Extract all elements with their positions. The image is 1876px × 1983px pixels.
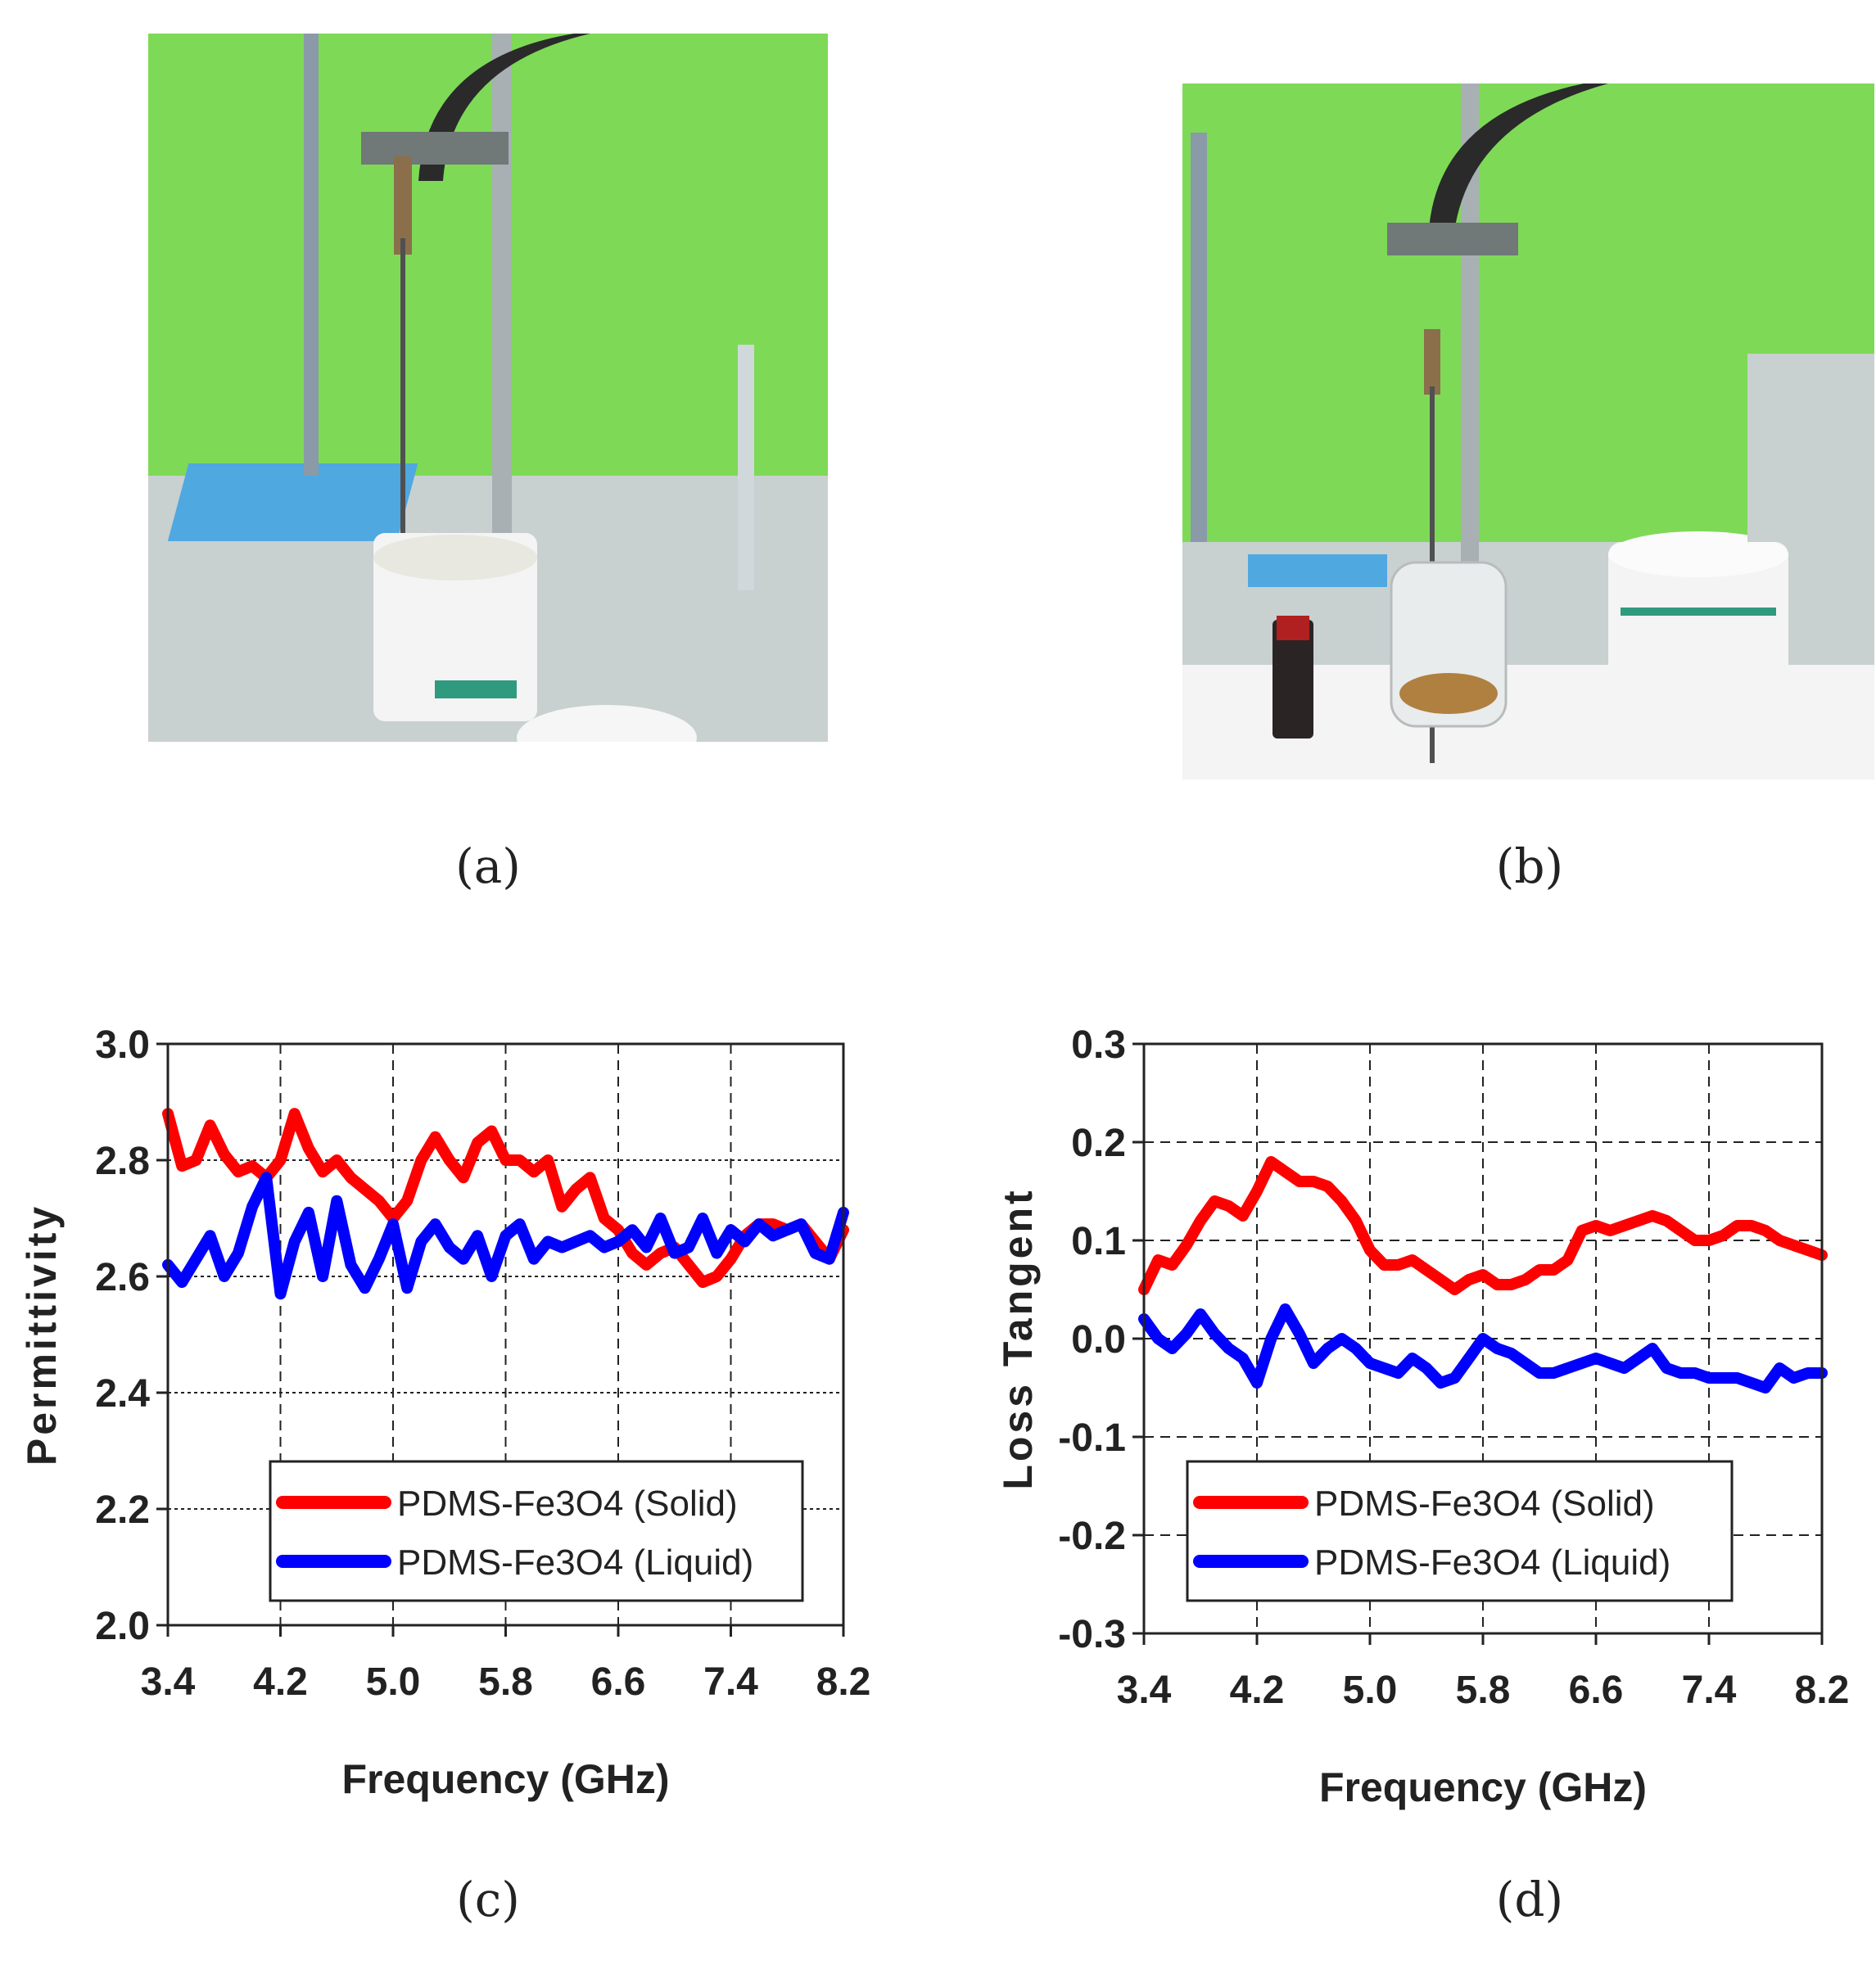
series-line-solid [1138, 1156, 1828, 1295]
x-tick-label: 8.2 [1795, 1669, 1850, 1712]
y-tick-label: 2.0 [95, 1605, 150, 1648]
y-tick-label: 3.0 [95, 1023, 150, 1067]
y-tick-label: -0.1 [1058, 1416, 1126, 1460]
x-tick-label: 5.0 [1343, 1669, 1398, 1712]
x-tick-label: 6.6 [591, 1660, 646, 1704]
caption-panel-d: (d) [1495, 1872, 1564, 1927]
y-axis-title: Permittivity [19, 1204, 65, 1466]
y-tick-label: -0.2 [1058, 1515, 1126, 1558]
loss-tangent-chart: 3.4 4.2 5.0 5.8 6.6 7.4 8.2 0.3 0.2 0.1 0.0 -0.1 -0.… [995, 1023, 1850, 1810]
series-line-liquid [162, 1172, 849, 1300]
series-line-solid [162, 1108, 849, 1289]
x-tick-label: 3.4 [141, 1660, 196, 1704]
y-tick-label: 2.2 [95, 1488, 150, 1532]
y-tick-label: -0.3 [1058, 1613, 1126, 1656]
legend-label: PDMS-Fe3O4 (Liquid) [1314, 1543, 1670, 1583]
y-tick-label: 2.8 [95, 1140, 150, 1183]
x-axis-title: Frequency (GHz) [341, 1756, 669, 1802]
x-tick-label: 5.8 [1456, 1669, 1511, 1712]
legend-label: PDMS-Fe3O4 (Solid) [397, 1484, 738, 1524]
y-tick-label: 2.4 [95, 1372, 150, 1416]
photo-panel-b [1182, 84, 1874, 779]
x-axis-title: Frequency (GHz) [1319, 1764, 1647, 1810]
y-tick-label: 0.2 [1071, 1122, 1126, 1165]
x-tick-label: 4.2 [1230, 1669, 1285, 1712]
caption-panel-c: (c) [456, 1872, 520, 1927]
x-tick-label: 8.2 [816, 1660, 871, 1704]
y-tick-label: 0.0 [1071, 1318, 1126, 1362]
legend-label: PDMS-Fe3O4 (Liquid) [397, 1543, 753, 1583]
y-tick-label: 2.6 [95, 1256, 150, 1299]
y-axis-title: Loss Tangent [995, 1187, 1041, 1489]
caption-panel-b: (b) [1495, 838, 1564, 894]
x-tick-label: 4.2 [253, 1660, 308, 1704]
x-tick-label: 3.4 [1117, 1669, 1172, 1712]
x-tick-label: 7.4 [1682, 1669, 1737, 1712]
x-tick-label: 5.8 [478, 1660, 533, 1704]
plot-frame [166, 1042, 845, 1627]
legend-box [1186, 1460, 1734, 1602]
legend-label: PDMS-Fe3O4 (Solid) [1314, 1484, 1655, 1524]
x-tick-label: 7.4 [703, 1660, 758, 1704]
permittivity-chart: 3.4 4.2 5.0 5.8 6.6 7.4 8.2 3.0 2.8 2.6 2.4 2.2 2.0 P… [19, 1023, 871, 1802]
y-tick-label: 0.3 [1071, 1023, 1126, 1067]
x-tick-label: 6.6 [1569, 1669, 1624, 1712]
plot-frame [1142, 1042, 1824, 1635]
photo-panel-a [148, 34, 828, 742]
legend-box [269, 1460, 804, 1602]
series-line-liquid [1138, 1303, 1828, 1394]
x-tick-label: 5.0 [366, 1660, 421, 1704]
y-tick-label: 0.1 [1071, 1220, 1126, 1263]
caption-panel-a: (a) [455, 838, 521, 894]
